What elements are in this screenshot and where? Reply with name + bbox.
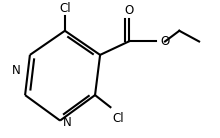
Text: N: N (63, 116, 72, 129)
Text: O: O (161, 35, 170, 48)
Text: Cl: Cl (59, 2, 71, 15)
Text: N: N (12, 64, 21, 77)
Text: Cl: Cl (113, 112, 124, 125)
Text: O: O (124, 4, 133, 17)
